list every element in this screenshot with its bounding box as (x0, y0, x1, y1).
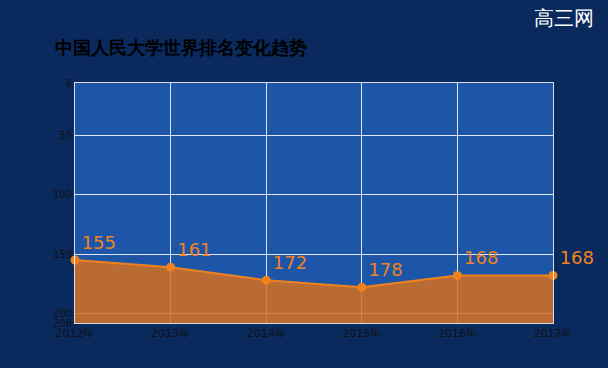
svg-text:2017年: 2017年 (534, 327, 573, 340)
svg-text:161: 161 (177, 239, 211, 260)
svg-text:2014年: 2014年 (247, 327, 286, 340)
svg-text:168: 168 (560, 247, 594, 268)
svg-text:178: 178 (368, 259, 402, 280)
svg-text:6: 6 (66, 78, 72, 89)
svg-text:172: 172 (273, 252, 307, 273)
svg-text:2016年: 2016年 (438, 327, 477, 340)
svg-text:168: 168 (464, 247, 498, 268)
svg-text:155: 155 (82, 232, 116, 253)
svg-text:200: 200 (53, 308, 72, 319)
svg-text:中国人民大学世界排名变化趋势: 中国人民大学世界排名变化趋势 (55, 37, 307, 58)
svg-text:208: 208 (53, 318, 72, 329)
svg-text:100: 100 (53, 189, 72, 200)
svg-text:高三网: 高三网 (534, 6, 594, 30)
svg-text:50: 50 (59, 130, 72, 141)
svg-text:2013年: 2013年 (151, 327, 190, 340)
svg-text:2012年: 2012年 (56, 327, 95, 340)
svg-text:2015年: 2015年 (342, 327, 381, 340)
svg-text:150: 150 (53, 249, 72, 260)
